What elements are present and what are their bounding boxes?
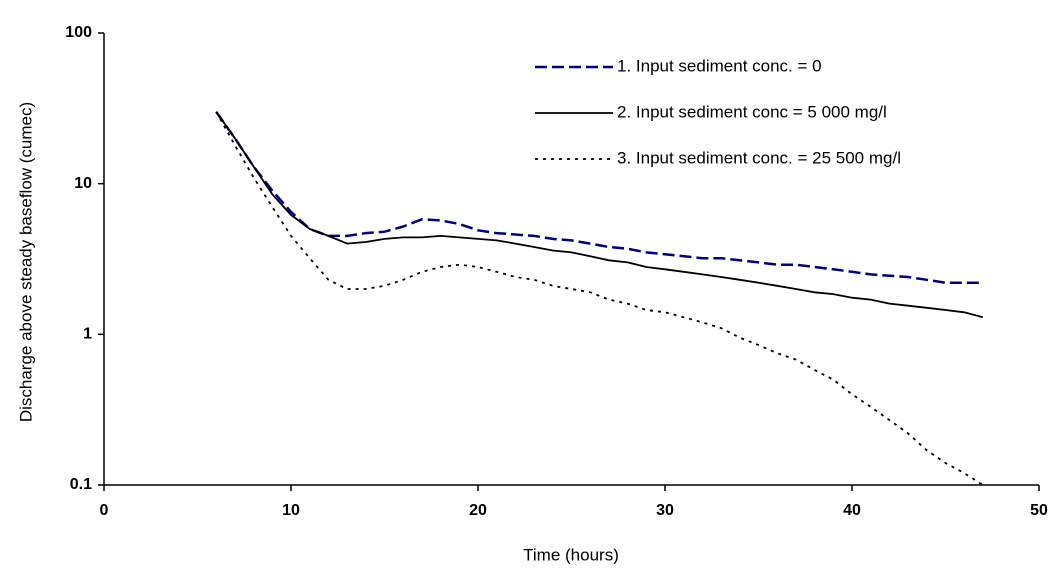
y-axis-label: Discharge above steady baseflow (cumec) — [16, 102, 35, 422]
y-tick-label: 0.1 — [70, 476, 92, 493]
x-tick-label: 20 — [469, 502, 487, 519]
legend-label: 1. Input sediment conc. = 0 — [617, 56, 822, 75]
x-tick-label: 30 — [656, 502, 674, 519]
series-line — [215, 111, 984, 319]
legend-label: 2. Input sediment conc = 5 000 mg/l — [617, 102, 887, 121]
y-tick-label: 10 — [74, 175, 92, 192]
x-axis-label: Time (hours) — [523, 545, 619, 564]
series-line — [215, 111, 984, 486]
x-tick-label: 40 — [843, 502, 861, 519]
x-tick-label: 50 — [1030, 502, 1048, 519]
x-tick-label: 10 — [282, 502, 300, 519]
series-line — [215, 111, 983, 284]
legend-label: 3. Input sediment conc. = 25 500 mg/l — [617, 148, 901, 167]
x-tick-label: 0 — [100, 502, 109, 519]
y-tick-label: 100 — [65, 24, 92, 41]
y-tick-label: 1 — [83, 326, 92, 343]
